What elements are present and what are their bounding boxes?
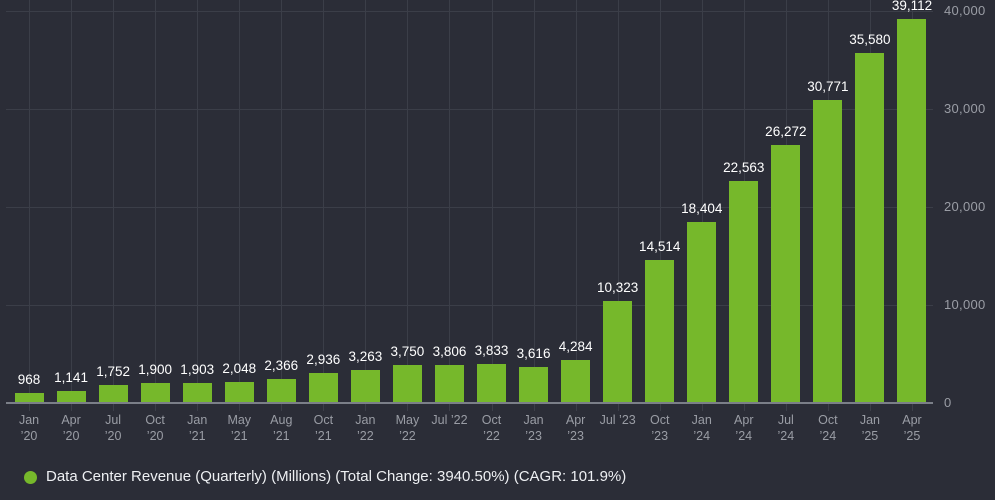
revenue-bar[interactable] — [477, 364, 506, 402]
bar-value-label: 18,404 — [681, 201, 723, 216]
bar-value-label: 3,263 — [348, 349, 383, 364]
revenue-bar[interactable] — [141, 383, 170, 402]
x-axis-tick-label: Jul ’20 — [104, 413, 122, 443]
revenue-bar[interactable] — [309, 373, 338, 402]
bar-value-label: 2,048 — [222, 361, 257, 376]
bar-value-label: 2,936 — [306, 352, 341, 367]
revenue-bar[interactable] — [267, 379, 296, 402]
x-axis-tick-label: Apr ’23 — [565, 413, 586, 443]
bar-value-label: 26,272 — [765, 124, 807, 139]
x-gridline — [28, 0, 30, 411]
bar-value-label: 4,284 — [558, 339, 593, 354]
bar-value-label: 3,833 — [474, 343, 509, 358]
bar-value-label: 3,616 — [516, 346, 551, 361]
x-axis-tick-label: Oct ’20 — [145, 413, 165, 443]
x-axis-tick-label: Jul ’24 — [777, 413, 795, 443]
x-gridline — [196, 0, 198, 411]
y-gridline — [6, 305, 933, 306]
x-axis-tick-label: Jan ’23 — [523, 413, 544, 443]
x-axis-tick-label: Oct ’21 — [313, 413, 334, 443]
x-gridline — [112, 0, 114, 411]
x-axis-tick-label: Jan ’24 — [691, 413, 712, 443]
x-axis-tick-label: Jan ’22 — [355, 413, 376, 443]
revenue-bar[interactable] — [183, 383, 212, 402]
x-gridline — [575, 0, 577, 411]
x-axis-tick-label: May ’22 — [395, 413, 420, 443]
revenue-bar[interactable] — [603, 301, 632, 402]
y-axis-tick-label: 10,000 — [944, 297, 986, 312]
x-axis-tick-label: Aug ’21 — [270, 413, 293, 443]
revenue-bar[interactable] — [351, 370, 380, 402]
x-axis-tick-label: May ’21 — [227, 413, 252, 443]
x-axis-tick-label: Jul ’23 — [599, 413, 636, 427]
x-gridline — [154, 0, 156, 411]
x-axis-line — [6, 402, 933, 404]
revenue-bar[interactable] — [15, 393, 44, 402]
x-gridline — [701, 0, 703, 411]
revenue-bar[interactable] — [99, 385, 128, 402]
y-gridline — [6, 11, 933, 12]
bar-value-label: 3,806 — [432, 344, 467, 359]
bar-value-label: 1,900 — [138, 362, 173, 377]
y-axis-tick-label: 30,000 — [944, 101, 986, 116]
x-axis-tick-label: Jan ’25 — [859, 413, 880, 443]
y-axis-tick-label: 20,000 — [944, 199, 986, 214]
bar-value-label: 3,750 — [390, 344, 425, 359]
legend-series-marker-icon — [24, 470, 37, 484]
x-gridline — [533, 0, 535, 411]
x-axis-tick-label: Oct ’23 — [649, 413, 670, 443]
y-gridline — [6, 109, 933, 110]
bar-value-label: 39,112 — [891, 0, 933, 13]
revenue-bar[interactable] — [687, 222, 716, 402]
legend-series-label: Data Center Revenue (Quarterly) (Million… — [46, 468, 627, 485]
revenue-bar[interactable] — [813, 100, 842, 402]
x-axis-tick-label: Jan ’21 — [187, 413, 208, 443]
x-gridline — [280, 0, 282, 411]
bar-value-label: 14,514 — [639, 239, 681, 254]
x-axis-tick-label: Jan ’20 — [18, 413, 40, 443]
x-gridline — [491, 0, 493, 411]
bar-value-label: 1,141 — [54, 370, 88, 385]
revenue-bar[interactable] — [57, 391, 86, 402]
revenue-bar[interactable] — [435, 365, 464, 402]
bar-value-label: 968 — [17, 372, 41, 387]
bar-value-label: 22,563 — [723, 160, 765, 175]
revenue-bar[interactable] — [225, 382, 254, 402]
revenue-bar[interactable] — [729, 181, 758, 402]
revenue-bar[interactable] — [855, 53, 884, 402]
bar-value-label: 30,771 — [807, 79, 849, 94]
bar-value-label: 10,323 — [597, 280, 639, 295]
x-gridline — [406, 0, 408, 411]
revenue-bar[interactable] — [561, 360, 590, 402]
legend-item[interactable]: Data Center Revenue (Quarterly) (Million… — [24, 468, 626, 486]
x-gridline — [238, 0, 240, 411]
bar-value-label: 1,903 — [180, 362, 215, 377]
y-gridline — [6, 207, 933, 208]
x-gridline — [322, 0, 324, 411]
revenue-bar[interactable] — [519, 367, 548, 402]
revenue-bar[interactable] — [897, 19, 926, 402]
x-axis-tick-label: Apr ’25 — [902, 413, 922, 443]
x-axis-tick-label: Apr ’20 — [61, 413, 81, 443]
y-axis-tick-label: 40,000 — [944, 3, 986, 18]
revenue-bar[interactable] — [645, 260, 674, 402]
x-axis-tick-label: Oct ’24 — [818, 413, 838, 443]
y-axis-tick-label: 0 — [944, 395, 952, 410]
x-gridline — [448, 0, 450, 411]
x-axis-tick-label: Apr ’24 — [734, 413, 754, 443]
x-gridline — [364, 0, 366, 411]
x-axis-tick-label: Jul ’22 — [431, 413, 468, 427]
x-gridline — [70, 0, 72, 411]
x-gridline — [617, 0, 619, 411]
x-gridline — [659, 0, 661, 411]
revenue-bar[interactable] — [393, 365, 422, 402]
x-axis-tick-label: Oct ’22 — [481, 413, 502, 443]
bar-value-label: 2,366 — [264, 358, 299, 373]
revenue-bar[interactable] — [771, 145, 800, 402]
bar-value-label: 1,752 — [96, 364, 131, 379]
bar-value-label: 35,580 — [849, 32, 891, 47]
